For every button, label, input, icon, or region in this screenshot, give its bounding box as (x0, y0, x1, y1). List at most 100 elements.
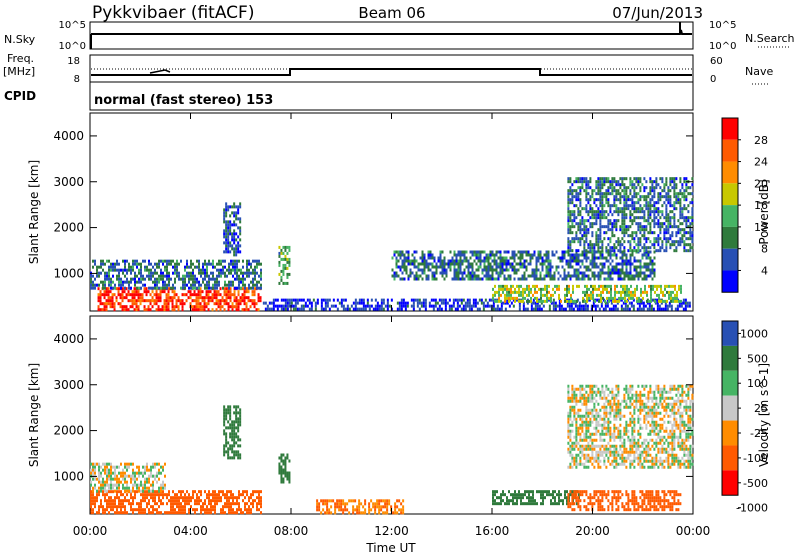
data-cell (545, 259, 548, 263)
data-cell (255, 302, 258, 306)
data-cell (514, 502, 516, 506)
data-cell (110, 265, 112, 269)
data-cell (225, 432, 228, 436)
data-cell (402, 304, 405, 308)
data-cell (590, 290, 592, 294)
data-cell (667, 186, 670, 190)
data-cell (662, 307, 665, 311)
data-cell (629, 213, 632, 217)
data-cell (152, 493, 154, 497)
data-cell (592, 298, 595, 302)
data-cell (256, 490, 258, 494)
data-cell (134, 508, 136, 512)
data-cell (649, 216, 652, 220)
y-tick-label: 2000 (53, 221, 84, 235)
data-cell (314, 307, 317, 311)
data-cell (479, 262, 482, 266)
data-region (90, 259, 262, 290)
data-cell (231, 426, 234, 430)
data-cell (435, 262, 438, 266)
data-cell (505, 268, 508, 272)
data-cell (222, 271, 224, 275)
data-cell (571, 256, 574, 260)
data-cell (292, 298, 295, 302)
data-cell (606, 304, 609, 308)
data-cell (573, 456, 576, 460)
data-cell (124, 286, 126, 290)
data-cell (205, 293, 208, 297)
data-cell (376, 505, 379, 509)
data-cell (455, 253, 458, 257)
data-cell (233, 435, 236, 439)
data-cell (678, 284, 680, 288)
data-cell (308, 301, 311, 305)
data-cell (551, 250, 554, 254)
data-cell (152, 474, 154, 478)
data-cell (168, 277, 170, 281)
data-cell (656, 284, 658, 288)
data-cell (633, 259, 636, 263)
data-cell (581, 228, 584, 232)
data-cell (645, 186, 648, 190)
data-cell (144, 493, 146, 497)
data-cell (576, 307, 579, 311)
data-cell (194, 265, 196, 269)
data-cell (609, 183, 612, 187)
data-cell (639, 274, 642, 278)
data-cell (617, 277, 620, 281)
data-cell (232, 493, 234, 497)
data-cell (212, 499, 214, 503)
data-cell (666, 304, 669, 308)
data-cell (643, 210, 646, 214)
data-cell (621, 256, 624, 260)
data-cell (624, 293, 626, 297)
data-cell (639, 210, 642, 214)
data-cell (552, 304, 555, 308)
data-cell (227, 208, 230, 212)
data-cell (558, 298, 561, 302)
data-cell (518, 307, 521, 311)
data-cell (256, 271, 258, 275)
data-cell (477, 250, 480, 254)
data-cell (573, 271, 576, 275)
data-cell (625, 198, 628, 202)
data-cell (94, 262, 96, 266)
data-cell (533, 268, 536, 272)
data-cell (233, 420, 236, 424)
data-cell (574, 304, 577, 308)
data-cell (235, 299, 238, 303)
data-cell (140, 480, 142, 484)
data-cell (600, 290, 602, 294)
data-cell (188, 496, 190, 500)
data-cell (137, 296, 140, 300)
data-cell (90, 274, 92, 278)
data-cell (653, 274, 656, 278)
data-cell (246, 271, 248, 275)
data-cell (192, 283, 194, 287)
data-cell (130, 280, 132, 284)
data-cell (386, 505, 389, 509)
data-cell (100, 280, 102, 284)
data-cell (340, 301, 343, 305)
data-cell (266, 307, 269, 311)
data-cell (407, 274, 410, 278)
data-cell (142, 465, 144, 469)
data-region (492, 490, 580, 506)
data-cell (687, 219, 690, 223)
data-cell (605, 210, 608, 214)
data-cell (621, 210, 624, 214)
data-cell (469, 271, 472, 275)
data-cell (162, 277, 164, 281)
data-cell (252, 499, 254, 503)
data-cell (572, 490, 574, 494)
data-cell (225, 450, 228, 454)
data-cell (150, 286, 152, 290)
data-cell (239, 226, 242, 230)
data-cell (220, 259, 222, 263)
data-cell (451, 262, 454, 266)
data-cell (523, 277, 526, 281)
data-cell (252, 277, 254, 281)
data-cell (102, 259, 104, 263)
data-cell (537, 256, 540, 260)
data-cell (386, 307, 389, 311)
